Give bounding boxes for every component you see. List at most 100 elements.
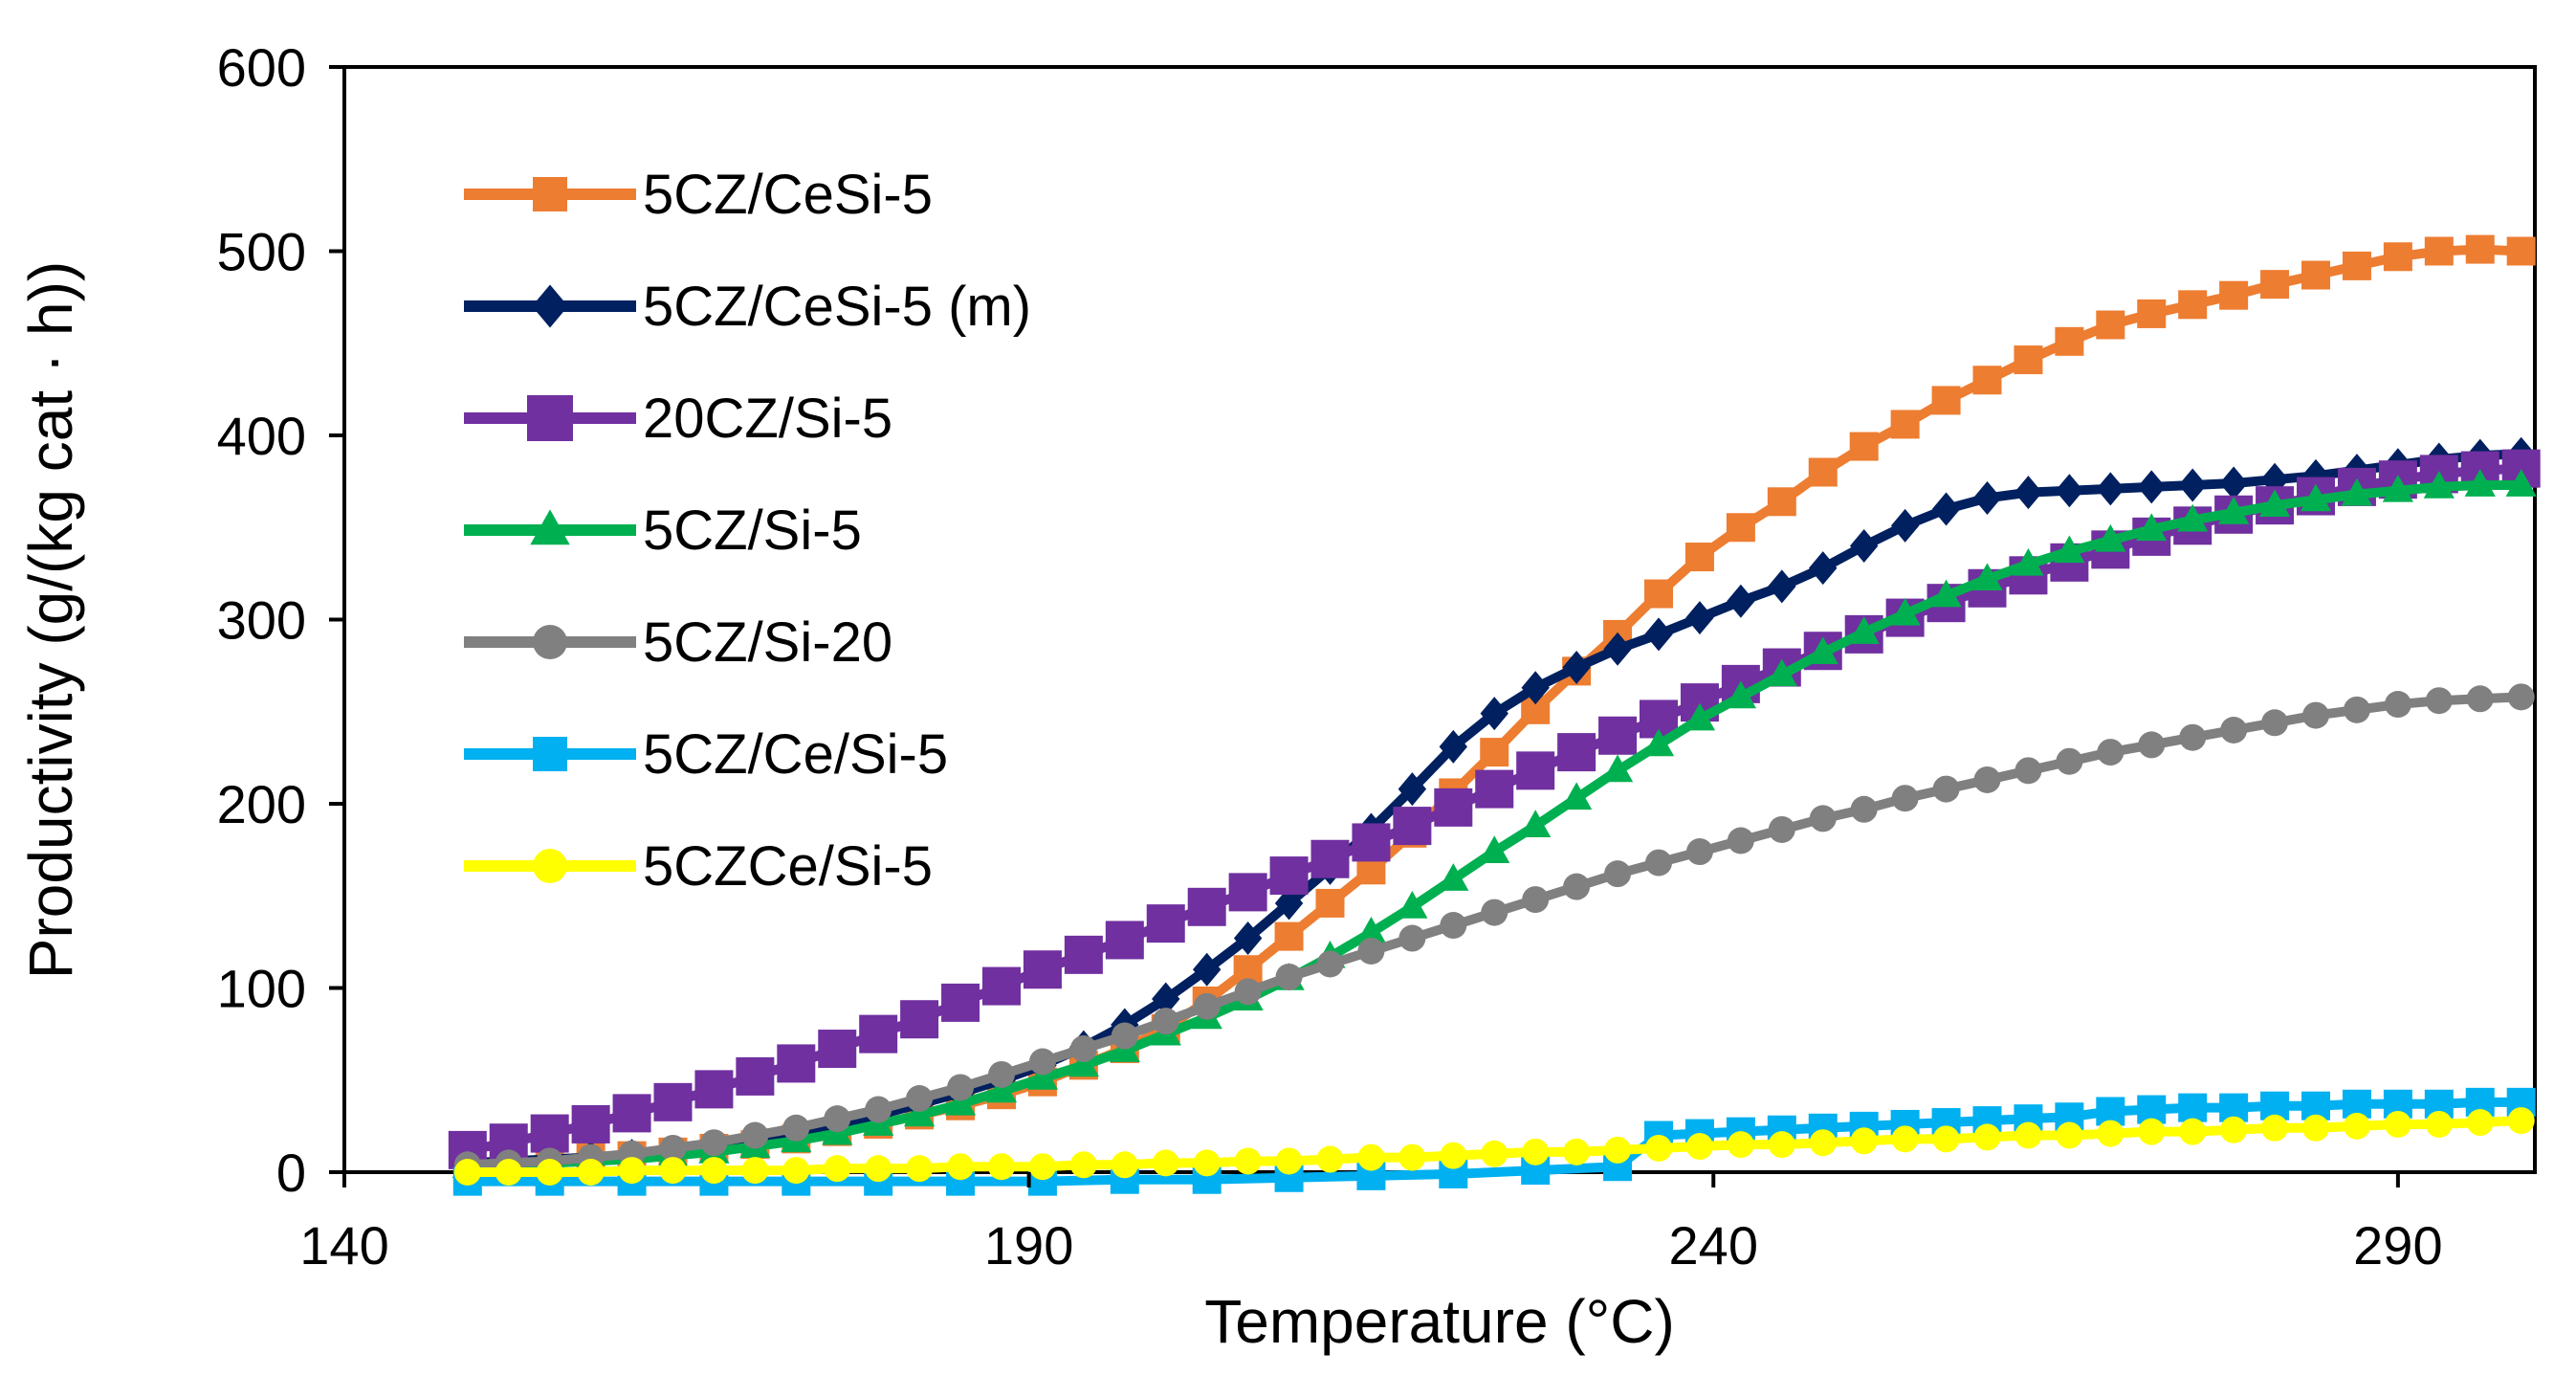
legend-entry: 5CZ/CeSi-5 (m) bbox=[464, 276, 1031, 338]
data-point bbox=[741, 1121, 769, 1149]
data-point bbox=[2055, 326, 2084, 356]
legend-label: 5CZ/Si-20 bbox=[643, 611, 892, 674]
data-point bbox=[536, 1159, 563, 1186]
data-point bbox=[1522, 886, 1550, 914]
data-point bbox=[1766, 658, 1797, 687]
data-point bbox=[1809, 551, 1838, 586]
data-point bbox=[1440, 1142, 1467, 1169]
data-point bbox=[1274, 886, 1304, 921]
data-point bbox=[1562, 651, 1591, 685]
axis-layer: 0 100 200 300 400 500 600 140 190 240 290 bbox=[217, 37, 2443, 1276]
data-point bbox=[2300, 483, 2332, 512]
data-point bbox=[2506, 236, 2536, 266]
data-point bbox=[944, 1087, 977, 1116]
data-point bbox=[1355, 916, 1387, 944]
data-point bbox=[1932, 775, 1960, 803]
data-point bbox=[1520, 810, 1552, 837]
data-point bbox=[2425, 1110, 2453, 1138]
data-point bbox=[1685, 838, 1713, 866]
data-point bbox=[2220, 717, 2248, 743]
data-point bbox=[2507, 683, 2535, 711]
data-point bbox=[824, 1105, 851, 1133]
data-point bbox=[1768, 815, 1795, 843]
legend: 5CZ/CeSi-5 5CZ/CeSi-5 (m) 20CZ/Si-5 5CZ/Si-… bbox=[464, 164, 1031, 898]
data-point bbox=[2179, 1118, 2207, 1145]
data-point bbox=[1973, 1123, 2001, 1151]
data-point bbox=[859, 1014, 898, 1054]
data-point bbox=[1685, 1133, 1713, 1161]
data-point bbox=[2505, 469, 2537, 497]
data-point bbox=[2178, 290, 2208, 320]
y-tick-label: 600 bbox=[217, 37, 306, 98]
data-point bbox=[1972, 480, 2002, 515]
data-point bbox=[2423, 471, 2455, 499]
data-point bbox=[1521, 671, 1550, 705]
data-point bbox=[824, 1155, 851, 1183]
x-axis-title: Temperature (°C) bbox=[1204, 1287, 1675, 1356]
data-point bbox=[1111, 1022, 1138, 1050]
y-axis-title: Productivity (g/(kg cat · h)) bbox=[16, 261, 85, 979]
x-tick-label: 290 bbox=[2353, 1215, 2442, 1276]
data-point bbox=[1891, 1125, 1919, 1153]
data-point bbox=[1642, 728, 1675, 757]
data-point bbox=[2464, 469, 2496, 497]
data-point bbox=[782, 1157, 810, 1185]
data-point bbox=[1481, 1140, 1508, 1167]
data-point bbox=[1481, 899, 1508, 926]
data-point bbox=[1604, 1136, 1632, 1164]
data-point bbox=[2302, 1114, 2329, 1142]
data-point bbox=[1152, 1008, 1179, 1035]
data-point bbox=[2218, 497, 2250, 524]
data-point bbox=[1193, 1149, 1221, 1177]
data-point bbox=[1152, 1149, 1179, 1177]
data-point bbox=[1850, 1127, 1878, 1155]
data-point bbox=[1275, 1147, 1303, 1175]
data-point bbox=[1930, 579, 1962, 608]
data-point bbox=[904, 1098, 936, 1127]
legend-label: 5CZ/CeSi-5 (m) bbox=[643, 276, 1031, 338]
data-point bbox=[1685, 601, 1714, 635]
legend-marker bbox=[527, 395, 573, 441]
data-point bbox=[1192, 952, 1222, 987]
data-point bbox=[2136, 513, 2168, 542]
data-point bbox=[2384, 691, 2411, 719]
data-point bbox=[2424, 236, 2454, 266]
data-point bbox=[577, 1159, 605, 1186]
legend-marker bbox=[533, 737, 567, 771]
data-point bbox=[1644, 579, 1673, 609]
data-point bbox=[2138, 731, 2166, 759]
data-point bbox=[1598, 716, 1638, 755]
data-point bbox=[2177, 503, 2209, 532]
data-point bbox=[1891, 785, 1919, 812]
data-point bbox=[2466, 1109, 2494, 1137]
data-point bbox=[2014, 476, 2043, 510]
data-point bbox=[865, 1096, 892, 1123]
data-point bbox=[1889, 597, 1921, 626]
legend-entry: 5CZCe/Si-5 bbox=[464, 835, 933, 898]
y-tick-label: 100 bbox=[217, 959, 306, 1019]
data-point bbox=[700, 1157, 728, 1185]
data-point bbox=[1152, 982, 1180, 1016]
data-point bbox=[653, 1082, 693, 1121]
data-point bbox=[1315, 888, 1345, 918]
data-point bbox=[1023, 950, 1062, 989]
legend-marker bbox=[533, 625, 567, 659]
data-point bbox=[900, 1000, 939, 1039]
data-point bbox=[1438, 863, 1469, 891]
legend-label: 5CZ/Ce/Si-5 bbox=[643, 723, 948, 786]
data-point bbox=[571, 1104, 610, 1143]
legend-marker bbox=[530, 509, 570, 545]
data-point bbox=[1434, 788, 1473, 827]
data-point bbox=[2095, 523, 2126, 552]
data-point bbox=[1193, 992, 1221, 1020]
data-point bbox=[1274, 921, 1304, 951]
data-point bbox=[1269, 856, 1309, 896]
data-point bbox=[1357, 1143, 1385, 1171]
data-point bbox=[1645, 1134, 1672, 1162]
data-point bbox=[1645, 849, 1672, 877]
data-point bbox=[2260, 270, 2290, 300]
data-point bbox=[1316, 1145, 1344, 1173]
x-tick-label: 240 bbox=[1669, 1215, 1758, 1276]
data-point bbox=[612, 1094, 651, 1133]
